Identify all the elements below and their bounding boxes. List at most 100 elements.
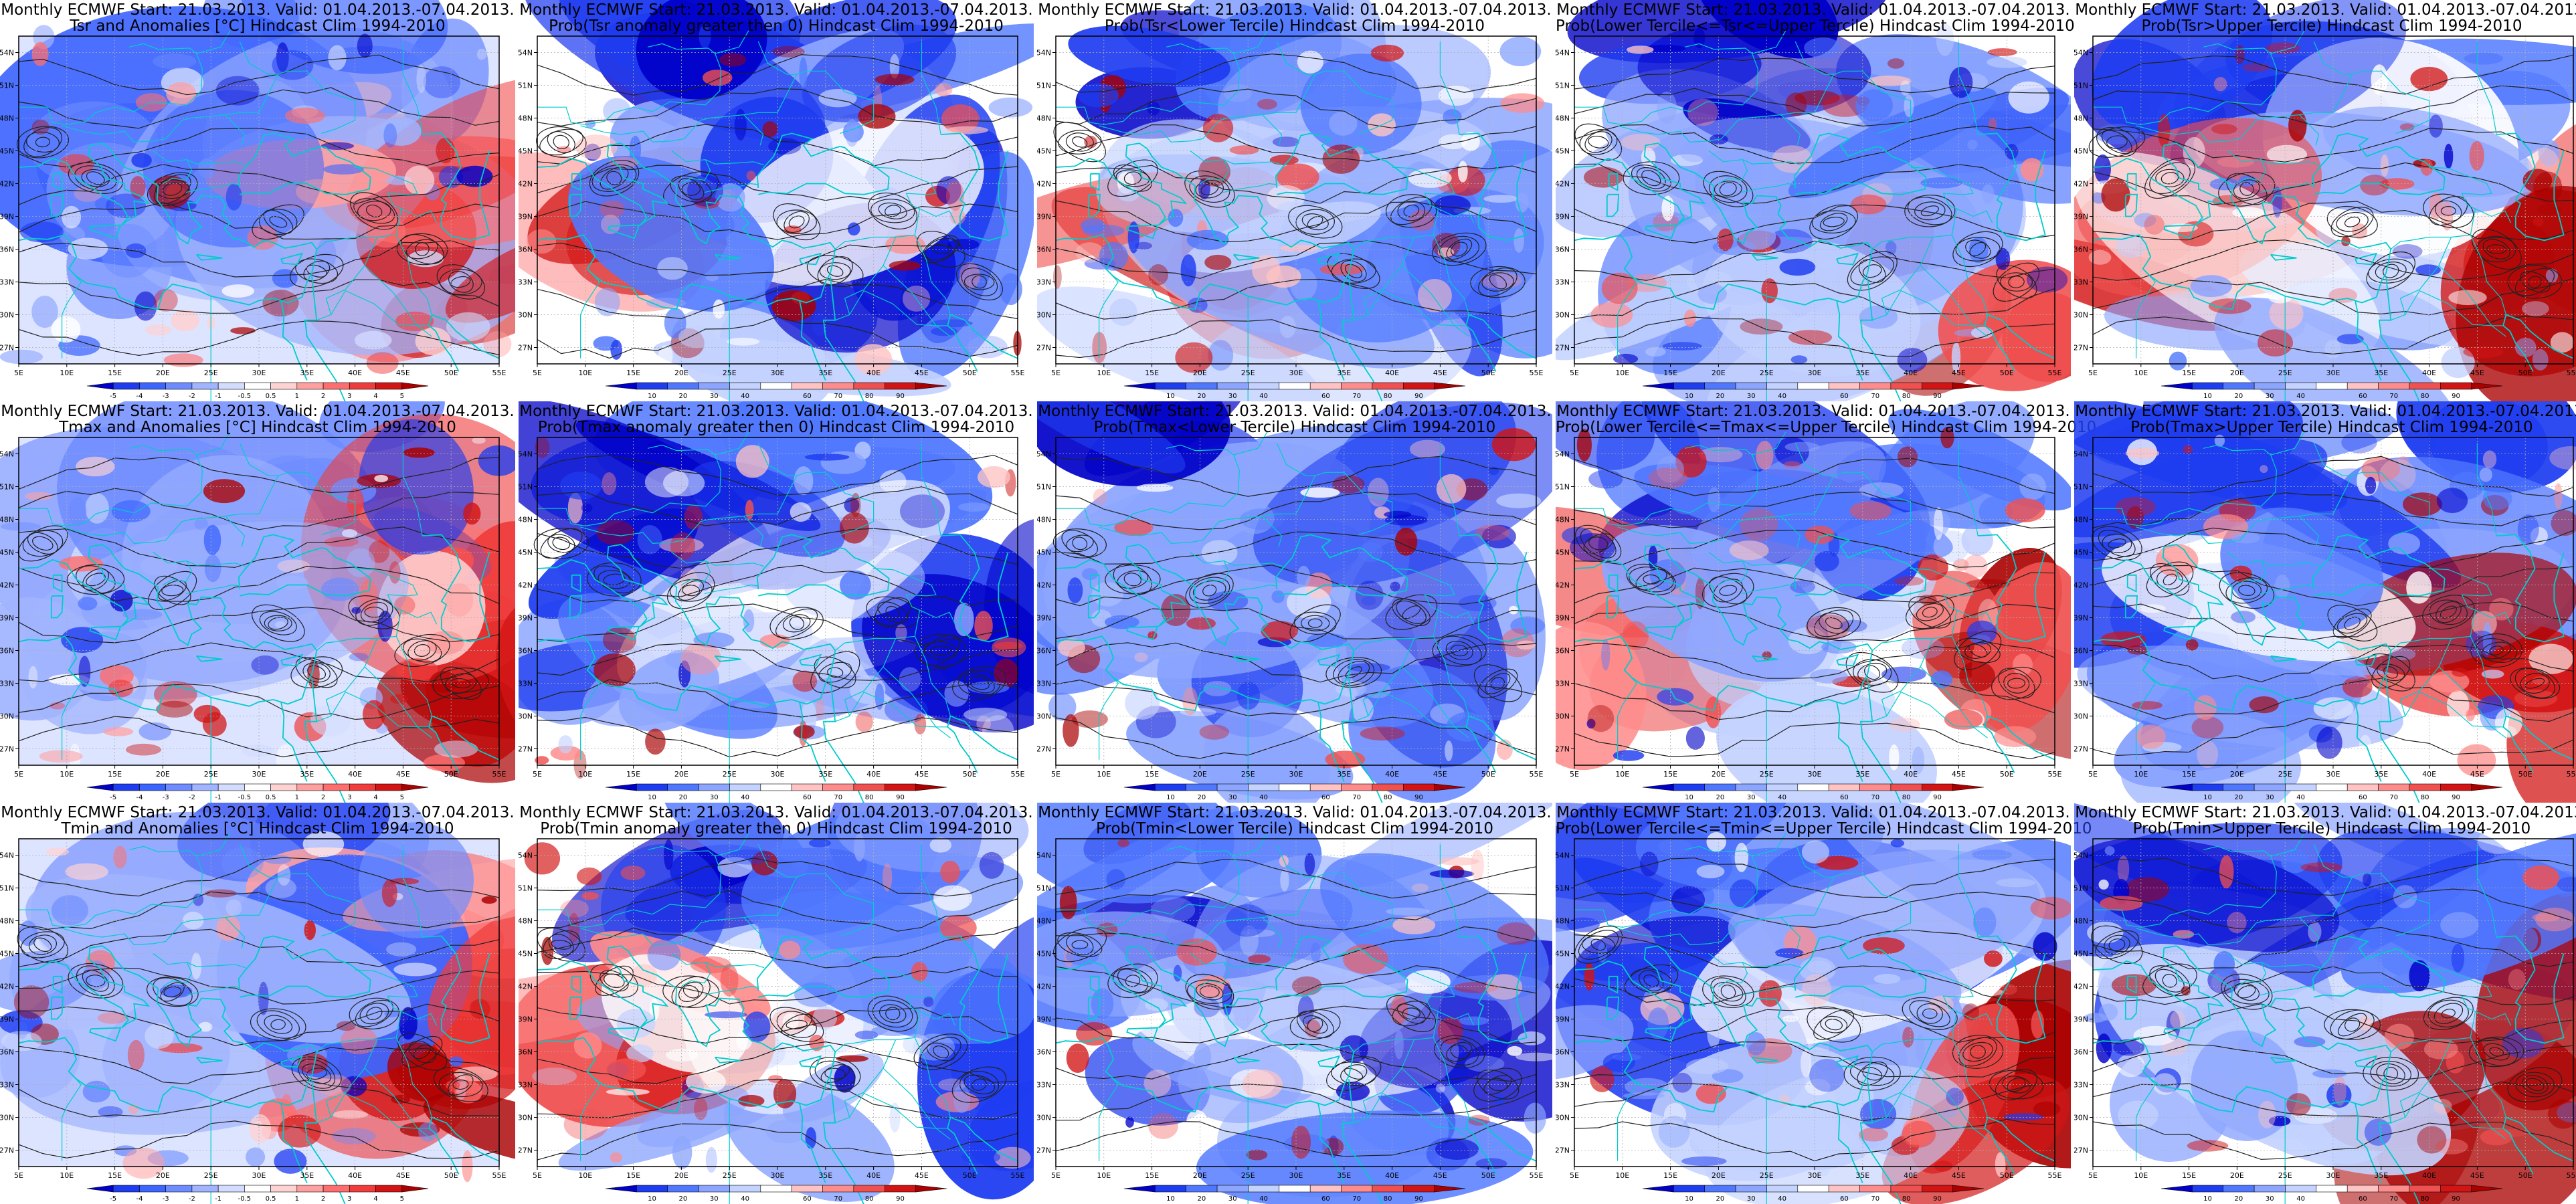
colorbar-label: 20 <box>2235 1195 2243 1203</box>
lat-tick-label: 48N <box>1037 917 1051 926</box>
lat-tick-label: 30N <box>1556 1114 1570 1122</box>
lat-tick-label: 36N <box>0 245 14 254</box>
colorbar-label: 20 <box>1198 393 1206 400</box>
field-shading <box>1556 401 2071 803</box>
map-panel-tsr-3: 5E 10E 15E 20E 25E 30E 35E 40E 45E 50E 55E 54N 51N 48… <box>1037 0 1552 401</box>
lon-tick-label: 30E <box>1289 770 1303 779</box>
lat-tick-label: 48N <box>2074 114 2088 123</box>
lon-tick-label: 40E <box>866 1171 881 1180</box>
colorbar-label: 90 <box>1414 794 1423 801</box>
colorbar-label: 30 <box>710 393 719 400</box>
colorbar-label: 10 <box>1166 1195 1175 1203</box>
lon-tick-label: 5E <box>2088 770 2098 779</box>
lat-tick-label: 51N <box>519 884 533 893</box>
lon-tick-label: 55E <box>492 369 507 377</box>
colorbar-label: -4 <box>136 393 143 400</box>
lat-tick-label: 39N <box>0 1015 14 1024</box>
lat-tick-label: 36N <box>1556 647 1570 656</box>
lon-tick-label: 5E <box>533 770 542 779</box>
colorbar-label: 80 <box>1902 1195 1911 1203</box>
lat-tick-label: 51N <box>2074 884 2088 893</box>
borders <box>1574 30 1993 401</box>
lon-tick-label: 20E <box>2230 369 2244 377</box>
lat-tick-label: 54N <box>1037 851 1051 860</box>
lat-tick-label: 54N <box>519 450 533 459</box>
lat-tick-label: 45N <box>0 147 14 156</box>
colorbar-label: 40 <box>2296 1195 2305 1203</box>
lon-tick-label: 15E <box>626 770 640 779</box>
lat-tick-label: 45N <box>519 548 533 557</box>
colorbar-label: 40 <box>2296 393 2305 400</box>
lon-tick-label: 55E <box>1011 770 1025 779</box>
lon-tick-label: 50E <box>2000 770 2014 779</box>
lat-tick-label: 36N <box>2074 1048 2088 1057</box>
colorbar-label: 2 <box>321 794 325 801</box>
colorbar-label: 70 <box>1871 393 1879 400</box>
forecast-map: 5E 10E 15E 20E 25E 30E 35E 40E 45E 50E 55E 54N 51N 48… <box>1037 401 1552 803</box>
lat-tick-label: 39N <box>1037 614 1051 623</box>
colorbar-label: -0.5 <box>238 794 252 801</box>
colorbar: 10 20 30 40 60 70 80 90 <box>1642 382 1985 400</box>
coastlines <box>1574 935 2055 1204</box>
borders <box>19 431 438 803</box>
lon-tick-label: 40E <box>1385 1171 1399 1180</box>
lat-tick-label: 42N <box>519 180 533 189</box>
lon-tick-label: 50E <box>1481 770 1495 779</box>
forecast-map: 5E 10E 15E 20E 25E 30E 35E 40E 45E 50E 55E 54N 51N 48… <box>1556 401 2071 803</box>
lon-tick-label: 50E <box>963 369 977 377</box>
colorbar-label: -1 <box>215 1195 221 1203</box>
panel-title-line1: Monthly ECMWF Start: 21.03.2013. Valid: … <box>1556 804 2070 821</box>
lat-tick-label: 39N <box>1556 213 1570 221</box>
lat-tick-label: 36N <box>0 647 14 656</box>
colorbar-label: -1 <box>215 393 221 400</box>
colorbar-label: 60 <box>1840 794 1849 801</box>
lat-tick-label: 36N <box>1556 1048 1570 1057</box>
lon-tick-label: 30E <box>1808 369 1822 377</box>
lat-tick-label: 45N <box>1037 950 1051 959</box>
lon-tick-label: 25E <box>1241 770 1255 779</box>
coastlines <box>537 534 1018 803</box>
lon-tick-label: 30E <box>1289 1171 1303 1180</box>
colorbar-label: 3 <box>347 1195 351 1203</box>
coastlines <box>1055 534 1537 803</box>
lon-tick-label: 30E <box>2326 1171 2340 1180</box>
colorbar-label: 60 <box>2359 794 2367 801</box>
lon-tick-label: 10E <box>578 770 592 779</box>
panel-title-line1: Monthly ECMWF Start: 21.03.2013. Valid: … <box>1 1 515 19</box>
lon-tick-label: 35E <box>2374 1171 2388 1180</box>
lon-tick-label: 55E <box>1530 770 1544 779</box>
lon-tick-label: 10E <box>1097 770 1111 779</box>
lon-tick-label: 10E <box>1615 770 1629 779</box>
borders <box>1056 833 1475 1204</box>
lon-tick-label: 10E <box>1615 1171 1629 1180</box>
lat-tick-label: 30N <box>1037 712 1051 721</box>
graticule <box>537 36 1018 364</box>
lon-tick-label: 25E <box>2278 1171 2292 1180</box>
colorbar-label: 60 <box>803 794 812 801</box>
colorbar: -5 -4 -3 -2 -1 -0.5 0.5 1 2 3 4 5 <box>86 783 429 801</box>
lon-tick-label: 35E <box>818 1171 832 1180</box>
colorbar-label: 20 <box>2235 794 2243 801</box>
panel-title-line1: Monthly ECMWF Start: 21.03.2013. Valid: … <box>519 804 1033 821</box>
colorbar: 10 20 30 40 60 70 80 90 <box>2160 1185 2503 1203</box>
colorbar-label: 2 <box>321 393 325 400</box>
lon-tick-label: 30E <box>1289 369 1303 377</box>
colorbar-label: 80 <box>865 1195 874 1203</box>
field-shading <box>1037 0 1552 401</box>
lat-tick-label: 39N <box>519 1015 533 1024</box>
lat-tick-label: 33N <box>519 680 533 688</box>
lat-tick-label: 48N <box>1556 114 1570 123</box>
lon-tick-label: 5E <box>2088 369 2098 377</box>
colorbar-label: 40 <box>1259 393 1268 400</box>
lon-tick-label: 35E <box>1337 369 1351 377</box>
lon-tick-label: 40E <box>348 369 362 377</box>
lon-tick-label: 30E <box>771 369 785 377</box>
lon-tick-label: 40E <box>866 770 881 779</box>
colorbar-label: 80 <box>1384 794 1392 801</box>
lon-tick-label: 50E <box>2000 369 2014 377</box>
colorbar-label: 1 <box>295 794 299 801</box>
lon-tick-label: 45E <box>1433 369 1447 377</box>
borders <box>1056 30 1475 401</box>
lon-tick-label: 50E <box>2000 1171 2014 1180</box>
lon-tick-label: 20E <box>156 369 170 377</box>
